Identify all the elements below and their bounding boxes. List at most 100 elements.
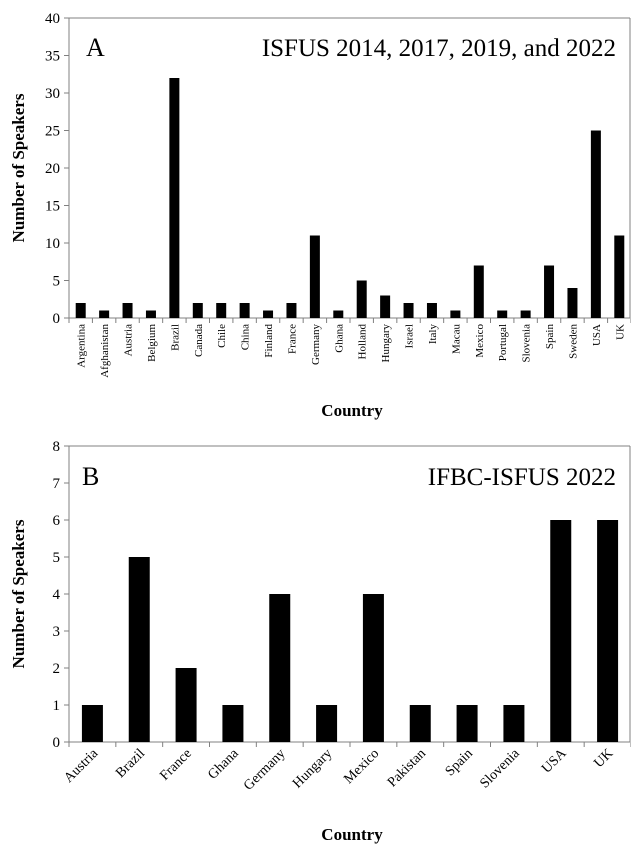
bar-belgium xyxy=(145,310,156,318)
x-tick-label: Afghanistan xyxy=(99,324,111,378)
x-tick-label: Brazil xyxy=(113,746,148,781)
bar-spain xyxy=(456,705,478,742)
panel-b-y-axis-label: Number of Speakers xyxy=(9,519,28,668)
panel-b-label: B xyxy=(82,462,99,491)
x-tick-label: Sweden xyxy=(567,324,579,359)
y-tick-label: 4 xyxy=(53,587,61,603)
bar-chile xyxy=(216,303,227,318)
x-tick-label: Slovenia xyxy=(521,324,533,363)
chart-panel-a: A ISFUS 2014, 2017, 2019, and 2022 Numbe… xyxy=(9,11,631,420)
x-tick-label: Israel xyxy=(404,324,416,348)
panel-a-x-axis-label: Country xyxy=(321,401,383,420)
y-tick-label: 30 xyxy=(45,86,60,102)
panel-b-x-axis-label: Country xyxy=(321,825,383,844)
x-tick-label: Italy xyxy=(427,324,439,345)
y-tick-label: 0 xyxy=(53,735,61,751)
x-tick-label: Argentina xyxy=(76,324,88,368)
bar-uk xyxy=(597,520,619,742)
x-tick-label: Chile xyxy=(216,324,228,348)
bar-argentina xyxy=(75,303,86,318)
y-tick-label: 1 xyxy=(53,698,61,714)
y-tick-label: 15 xyxy=(45,199,60,215)
x-tick-label: France xyxy=(157,746,195,784)
x-tick-label: Germany xyxy=(241,746,288,793)
x-tick-label: Portugal xyxy=(497,324,509,361)
bar-uk xyxy=(614,235,625,318)
y-tick-label: 2 xyxy=(53,661,61,677)
x-tick-label: Austria xyxy=(123,324,135,357)
x-tick-label: USA xyxy=(539,746,570,777)
bar-italy xyxy=(426,303,437,318)
bar-sweden xyxy=(567,288,578,318)
x-tick-label: Hungary xyxy=(380,324,392,363)
panel-a-title: ISFUS 2014, 2017, 2019, and 2022 xyxy=(262,35,616,62)
x-tick-label: China xyxy=(240,324,252,350)
x-tick-label: Pakistan xyxy=(385,746,429,790)
bar-brazil xyxy=(128,557,150,742)
x-tick-label: Germany xyxy=(310,324,322,365)
y-tick-label: 3 xyxy=(53,624,61,640)
panel-b-title: IFBC-ISFUS 2022 xyxy=(428,464,616,491)
x-tick-label: UK xyxy=(591,746,616,771)
bar-hungary xyxy=(316,705,338,742)
bar-portugal xyxy=(497,310,508,318)
bar-ghana xyxy=(333,310,344,318)
bar-usa xyxy=(590,130,601,318)
bar-mexico xyxy=(362,594,384,742)
bar-finland xyxy=(263,310,274,318)
bar-hungary xyxy=(380,295,391,318)
bar-canada xyxy=(192,303,203,318)
bar-slovenia xyxy=(520,310,531,318)
y-tick-label: 0 xyxy=(53,311,61,327)
bar-china xyxy=(239,303,250,318)
bar-brazil xyxy=(169,78,180,318)
x-tick-label: USA xyxy=(591,324,603,346)
y-tick-label: 5 xyxy=(53,274,61,290)
x-tick-label: Holland xyxy=(357,324,369,360)
bar-macau xyxy=(450,310,461,318)
bar-france xyxy=(175,668,197,742)
y-tick-label: 20 xyxy=(45,161,60,177)
bar-spain xyxy=(544,265,555,318)
x-tick-label: Spain xyxy=(544,324,556,350)
bar-austria xyxy=(122,303,133,318)
y-tick-label: 5 xyxy=(53,550,61,566)
x-tick-label: Canada xyxy=(193,324,205,357)
bar-ghana xyxy=(222,705,244,742)
y-tick-label: 6 xyxy=(53,513,61,529)
x-tick-label: Ghana xyxy=(333,324,345,353)
panel-a-y-axis-label: Number of Speakers xyxy=(9,93,28,242)
x-tick-label: Mexico xyxy=(474,324,486,358)
x-tick-label: Brazil xyxy=(169,324,181,351)
y-tick-label: 8 xyxy=(53,439,61,455)
y-tick-label: 35 xyxy=(45,49,60,65)
x-tick-label: France xyxy=(286,324,298,354)
bar-germany xyxy=(309,235,320,318)
bar-pakistan xyxy=(409,705,431,742)
x-tick-label: UK xyxy=(614,324,626,340)
x-tick-label: Spain xyxy=(443,746,476,779)
bar-mexico xyxy=(473,265,484,318)
chart-panel-b: B IFBC-ISFUS 2022 Number of Speakers Cou… xyxy=(9,439,631,844)
bar-germany xyxy=(269,594,291,742)
y-tick-label: 25 xyxy=(45,124,60,140)
bar-france xyxy=(286,303,297,318)
bar-slovenia xyxy=(503,705,525,742)
bar-afghanistan xyxy=(99,310,110,318)
bar-holland xyxy=(356,280,367,318)
y-tick-label: 7 xyxy=(53,476,61,492)
x-tick-label: Hungary xyxy=(290,746,335,791)
x-tick-label: Austria xyxy=(61,746,101,786)
bar-israel xyxy=(403,303,414,318)
x-tick-label: Belgium xyxy=(146,324,158,362)
x-tick-label: Slovenia xyxy=(477,746,523,792)
panel-a-label: A xyxy=(86,33,105,62)
y-tick-label: 40 xyxy=(45,11,60,27)
x-tick-label: Finland xyxy=(263,324,275,358)
y-tick-label: 10 xyxy=(45,236,60,252)
x-tick-label: Mexico xyxy=(341,746,382,787)
x-tick-label: Macau xyxy=(450,324,462,354)
bar-usa xyxy=(550,520,572,742)
x-tick-label: Ghana xyxy=(205,746,242,783)
